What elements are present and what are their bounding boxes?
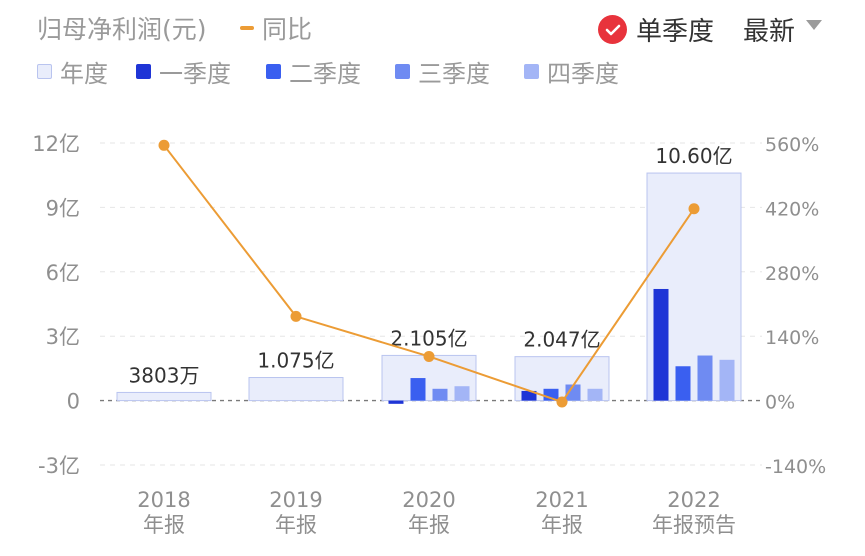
series-title: 归母净利润(元)	[37, 15, 207, 44]
yoy-point	[158, 139, 170, 151]
left-axis-tick-label: -3亿	[38, 454, 80, 478]
yoy-point	[688, 203, 700, 215]
quarter-bar	[454, 386, 470, 401]
single-quarter-toggle[interactable]: 单季度	[636, 17, 715, 47]
quarter-bar	[543, 388, 559, 401]
x-axis-sub-label: 年报	[143, 513, 185, 537]
quarter-bar	[719, 359, 735, 401]
legend-q2[interactable]: 二季度	[266, 54, 361, 89]
quarter-bar	[521, 390, 537, 401]
yoy-point	[423, 350, 435, 362]
quarter-bar	[587, 388, 603, 401]
x-axis-sub-label: 年报	[408, 513, 450, 537]
annual-value-label: 1.075亿	[257, 349, 334, 373]
yoy-point	[290, 310, 302, 322]
legend-swatch-q2	[266, 64, 281, 79]
x-axis-year-label: 2021	[535, 488, 588, 512]
right-axis-tick-label: 420%	[765, 198, 819, 220]
quarter-bar	[388, 400, 404, 404]
right-axis-tick-label: 140%	[765, 327, 819, 349]
legend-q1[interactable]: 一季度	[136, 54, 231, 89]
annual-bar	[116, 391, 212, 402]
x-axis-sub-label: 年报预告	[652, 513, 736, 537]
check-icon[interactable]	[598, 15, 627, 44]
legend-swatch-annual	[37, 64, 52, 79]
legend-label-annual: 年度	[60, 60, 108, 88]
quarter-bar	[565, 384, 581, 401]
sort-dropdown[interactable]: 最新	[743, 17, 796, 47]
left-axis-tick-label: 9亿	[46, 196, 80, 220]
annual-value-label: 2.047亿	[523, 328, 600, 352]
quarter-bar	[432, 388, 448, 401]
legend-swatch-q1	[136, 64, 151, 79]
right-axis-tick-label: -140%	[765, 456, 826, 478]
right-axis-tick-label: 560%	[765, 134, 819, 156]
left-axis-tick-label: 0	[67, 390, 80, 414]
quarter-bar	[675, 366, 691, 401]
legend-q4[interactable]: 四季度	[524, 54, 619, 89]
annual-value-label: 2.105亿	[390, 326, 467, 350]
quarter-bar	[653, 288, 669, 401]
right-axis-tick-label: 0%	[765, 392, 795, 414]
x-axis-year-label: 2022	[667, 488, 720, 512]
x-axis-sub-label: 年报	[275, 513, 317, 537]
yoy-legend-label: 同比	[262, 15, 313, 44]
legend-annual[interactable]: 年度	[37, 54, 108, 89]
legend-label-q1: 一季度	[159, 60, 231, 88]
yoy-point	[556, 396, 568, 408]
x-axis-year-label: 2018	[137, 488, 190, 512]
annual-bar	[248, 377, 344, 402]
legend-label-q4: 四季度	[547, 60, 619, 88]
quarter-bar	[697, 355, 713, 401]
x-axis-year-label: 2019	[269, 488, 322, 512]
x-axis-year-label: 2020	[402, 488, 455, 512]
annual-value-label: 10.60亿	[655, 144, 732, 168]
annual-value-label: 3803万	[129, 363, 200, 387]
chevron-down-icon[interactable]	[806, 20, 822, 30]
left-axis-tick-label: 6亿	[46, 261, 80, 285]
x-axis-sub-label: 年报	[541, 513, 583, 537]
quarter-bar	[410, 378, 426, 401]
legend-label-q2: 二季度	[289, 60, 361, 88]
legend-swatch-q4	[524, 64, 539, 79]
legend-swatch-q3	[395, 64, 410, 79]
left-axis-tick-label: 12亿	[32, 132, 80, 156]
legend-q3[interactable]: 三季度	[395, 54, 490, 89]
legend-label-q3: 三季度	[418, 60, 490, 88]
yoy-legend-swatch	[240, 26, 254, 30]
right-axis-tick-label: 280%	[765, 263, 819, 285]
left-axis-tick-label: 3亿	[46, 325, 80, 349]
